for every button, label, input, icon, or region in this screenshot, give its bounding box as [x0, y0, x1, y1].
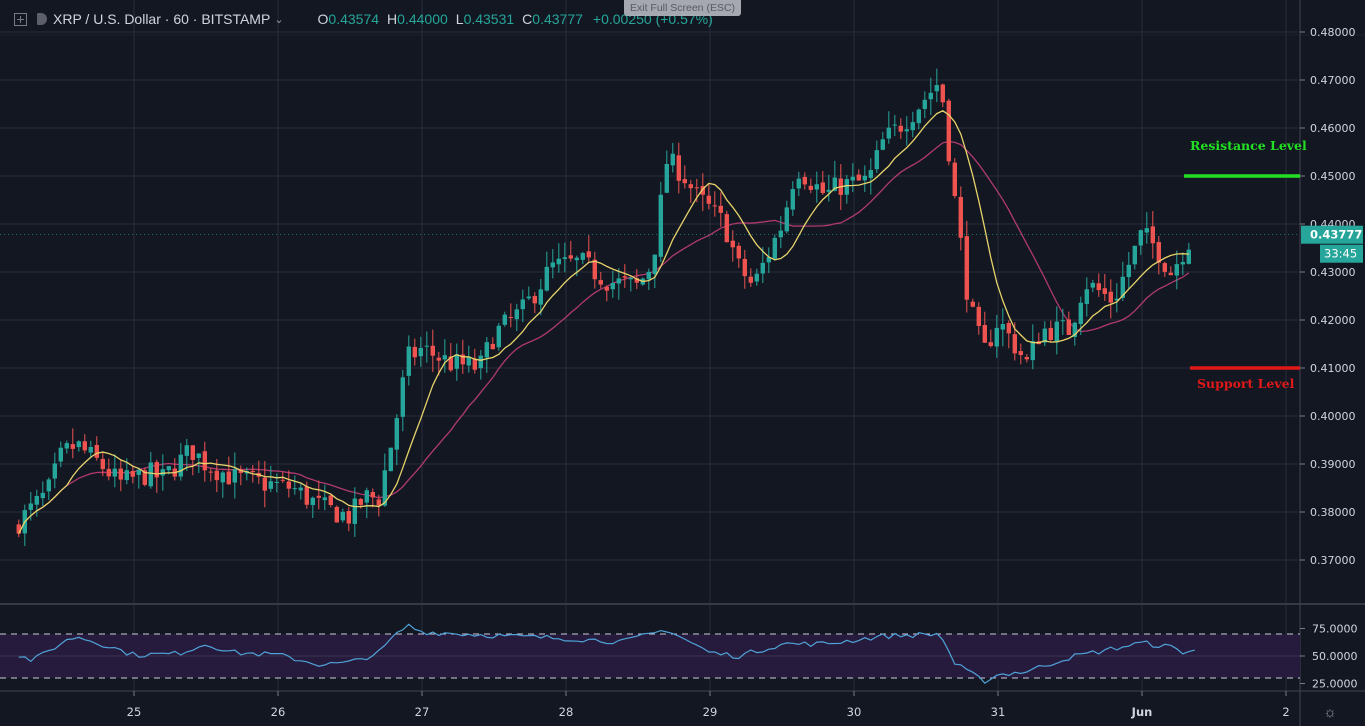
- svg-text:28: 28: [559, 705, 574, 719]
- svg-text:0.48000: 0.48000: [1310, 26, 1356, 39]
- close-label: C: [522, 11, 533, 27]
- svg-text:0.47000: 0.47000: [1310, 74, 1356, 87]
- settings-gear-icon[interactable]: ☼: [1323, 703, 1337, 721]
- svg-text:0.37000: 0.37000: [1310, 554, 1356, 567]
- countdown-badge: [1320, 244, 1363, 263]
- low-label: L: [455, 11, 464, 27]
- exit-fullscreen-hint[interactable]: Exit Full Screen (ESC): [624, 0, 742, 16]
- svg-text:0.45000: 0.45000: [1310, 170, 1356, 183]
- close-value: 0.43777: [532, 11, 583, 27]
- symbol-logo-icon: [37, 13, 47, 25]
- svg-text:30: 30: [847, 705, 862, 719]
- open-value: 0.43574: [328, 11, 380, 27]
- rsi-line: [18, 623, 1195, 684]
- last-price-badge: [1301, 225, 1363, 244]
- symbol-legend: XRP / U.S. Dollar · 60 · BITSTAMP ⌄ O0.4…: [14, 9, 713, 29]
- high-value: 0.44000: [397, 11, 448, 27]
- svg-text:0.38000: 0.38000: [1310, 506, 1356, 519]
- svg-text:0.46000: 0.46000: [1310, 122, 1356, 135]
- svg-text:0.42000: 0.42000: [1310, 314, 1356, 327]
- ma-fast-line: [18, 110, 1189, 534]
- time-axis[interactable]: 25 26 27 28 29 30 31 Jun 2: [127, 691, 1290, 719]
- svg-text:2: 2: [1282, 705, 1289, 719]
- svg-text:26: 26: [271, 705, 286, 719]
- svg-text:25: 25: [127, 705, 142, 719]
- svg-text:33:45: 33:45: [1324, 247, 1357, 261]
- grid-lines: [0, 0, 1365, 690]
- svg-text:25.0000: 25.0000: [1312, 678, 1358, 691]
- candles: [16, 68, 1191, 547]
- svg-text:75.0000: 75.0000: [1312, 623, 1358, 636]
- svg-text:31: 31: [991, 705, 1006, 719]
- svg-text:0.39000: 0.39000: [1310, 458, 1356, 471]
- svg-text:0.43777: 0.43777: [1310, 228, 1362, 242]
- symbol-title[interactable]: XRP / U.S. Dollar · 60 · BITSTAMP: [53, 11, 271, 27]
- high-label: H: [387, 11, 398, 27]
- svg-text:0.41000: 0.41000: [1310, 362, 1356, 375]
- svg-text:50.0000: 50.0000: [1312, 650, 1358, 663]
- open-label: O: [317, 11, 329, 27]
- svg-text:0.40000: 0.40000: [1310, 410, 1356, 423]
- support-level-label: Support Level: [1197, 376, 1295, 391]
- add-symbol-icon[interactable]: [14, 12, 27, 26]
- chevron-down-icon[interactable]: ⌄: [274, 13, 284, 26]
- svg-text:29: 29: [703, 705, 718, 719]
- ma-slow-line: [18, 140, 1190, 534]
- rsi-pane[interactable]: [0, 623, 1300, 684]
- rsi-axis[interactable]: 75.0000 50.0000 25.0000: [1300, 623, 1358, 691]
- svg-text:0.43000: 0.43000: [1310, 266, 1356, 279]
- resistance-level-label: Resistance Level: [1190, 138, 1307, 153]
- svg-text:27: 27: [415, 705, 430, 719]
- svg-text:Jun: Jun: [1131, 705, 1153, 719]
- low-value: 0.43531: [463, 11, 515, 27]
